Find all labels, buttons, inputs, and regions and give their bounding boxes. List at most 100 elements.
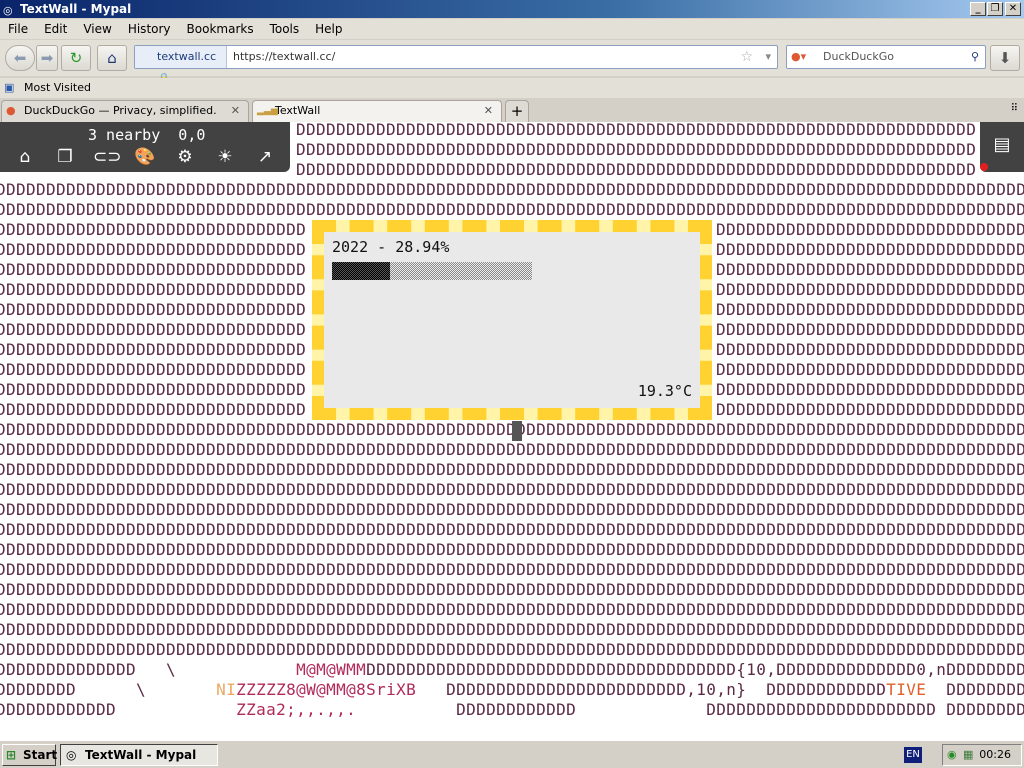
gear-icon[interactable]: ⚙ <box>177 147 193 167</box>
close-tab-icon[interactable]: ✕ <box>230 104 240 117</box>
text-wall-row: DDDDDDDDDDDDDDDDDDDDDDDDDDDDDDD <box>716 240 1024 259</box>
text-wall-row: DDDDDDDDDDDDDDDDDDDDDDDDDDDDDDDDDDDDDDDD… <box>0 620 1024 639</box>
minimize-button[interactable]: _ <box>970 2 986 16</box>
text-wall-row: DDDDDDDDDDDDDDDDDDDDDDDDDDDDDDDDDDDDDDDD… <box>0 640 1024 659</box>
text-wall-row: DDDDDDDDDDDDDDDDDDDDDDDDDDDDDDDDDDDDDDDD… <box>0 560 1024 579</box>
text-wall-row: DDDDDDDDDDDDDDDDDDDDDDDDDDDDDDD <box>0 400 307 419</box>
tray-app-icon[interactable]: ▦ <box>963 748 974 761</box>
tab-label: TextWall <box>275 104 321 117</box>
text-wall-row: DDDDDDDDDDDDDDDDDDDDDDDDDDDDDDD <box>0 380 307 399</box>
system-tray: ◉ ▦ 00:26 <box>942 744 1022 766</box>
chat-button[interactable]: ▤ <box>980 122 1024 172</box>
network-icon[interactable]: ◉ <box>947 748 957 761</box>
popup-body: 2022 - 28.94% 19.3°C <box>324 232 700 408</box>
taskbar-item-textwall[interactable]: ◎ TextWall - Mypal <box>60 744 218 766</box>
text-segment: DDDDDDDDDDDDDDDDDDDDDDDDDDDDDDDDDDDDD{10… <box>366 660 1024 679</box>
tab-label: DuckDuckGo — Privacy, simplified. <box>24 104 217 117</box>
search-input[interactable]: ●▾ DuckDuckGo ⚲ <box>786 45 986 69</box>
most-visited-folder[interactable]: Most Visited <box>24 81 91 94</box>
text-wall-row: DDDDDDDD \ NIZZZZZ8@W@MM@8SriXB DDDDDDDD… <box>0 680 1024 700</box>
bookmark-star-icon[interactable]: ☆ <box>740 49 753 65</box>
close-button[interactable]: ✕ <box>1005 2 1021 16</box>
text-wall-row: DDDDDDDDDDDDDDDDDDDDDDDDDDDDDDD <box>716 320 1024 339</box>
tab-list-icon[interactable]: ⠿ <box>1010 103 1018 114</box>
taskbar: ⊞ Start ◎ TextWall - Mypal EN ◉ ▦ 00:26 <box>0 740 1024 768</box>
text-wall-row: DDDDDDDDDDDDDDDDDDDDDDDDDDDDDDDDDDDDDDDD… <box>0 200 1024 219</box>
navigation-toolbar: ⬅ ➡ ↻ ⌂ textwall.cc 🔒 https://textwall.c… <box>0 40 1024 85</box>
info-popup: 2022 - 28.94% 19.3°C <box>312 220 712 420</box>
start-button[interactable]: ⊞ Start <box>2 744 58 766</box>
language-indicator[interactable]: EN <box>904 747 922 763</box>
window-titlebar: ◎ TextWall - Mypal _ ❐ ✕ <box>0 0 1024 18</box>
site-identity[interactable]: textwall.cc 🔒 <box>135 46 227 85</box>
menu-history[interactable]: History <box>127 22 171 36</box>
url-bar[interactable]: textwall.cc 🔒 https://textwall.cc/ ☆ ▾ <box>134 45 778 85</box>
text-wall-row: DDDDDDDDDDDDDDDDDDDDDDDDDDDDDDD <box>716 360 1024 379</box>
tab-textwall[interactable]: ▂▃▅ TextWall ✕ <box>252 100 502 122</box>
text-wall-row: DDDDDDDDDDDDDDDDDDDDDDDDDDDDDDD <box>716 280 1024 299</box>
text-wall-row: DDDDDDDDDDDDDDDDDDDDDDDDDDDDDDDDDDDDDDDD… <box>0 180 1024 199</box>
close-tab-icon[interactable]: ✕ <box>483 104 493 117</box>
arrow-up-right-icon[interactable]: ↗ <box>257 147 273 167</box>
maximize-button[interactable]: ❐ <box>987 2 1003 16</box>
text-segment: ZZZZZ8@W@MM@8SriXB <box>236 680 417 699</box>
brightness-icon[interactable]: ☀ <box>217 147 233 167</box>
chat-icon: ▤ <box>993 134 1011 155</box>
text-wall-row: DDDDDDDDDDDDDDDDDDDDDDDDDDDDDDD <box>0 340 307 359</box>
back-button[interactable]: ⬅ <box>5 45 35 71</box>
link-icon[interactable]: ⊂⊃ <box>93 147 122 167</box>
text-segment: DDDDDDDD <box>926 680 1024 699</box>
year-progress-fill <box>332 262 390 280</box>
url-text: https://textwall.cc/ <box>233 50 336 63</box>
text-segment: DDDDDDDDDDDDDDDDDDDDDDDD,10,n} DDDDDDDDD… <box>416 680 887 699</box>
text-wall-canvas[interactable]: DDDDDDDDDDDDDDDDDDDDDDDDDDDDDDDDDDDDDDDD… <box>0 122 1024 740</box>
menu-tools[interactable]: Tools <box>269 22 300 36</box>
new-tab-button[interactable]: + <box>505 100 529 122</box>
site-identity-label: textwall.cc <box>157 50 217 63</box>
tab-duckduckgo[interactable]: ● DuckDuckGo — Privacy, simplified. ✕ <box>1 100 249 122</box>
text-wall-row: DDDDDDDDDDDDDDDDDDDDDDDDDDDDDDDDDDDDDDDD… <box>296 122 976 139</box>
copy-icon[interactable]: ❐ <box>57 147 73 167</box>
text-wall-row: DDDDDDDDDDDDDDDDDDDDDDDDDDDDDDDDDDDDDDDD… <box>0 440 1024 459</box>
menu-file[interactable]: File <box>8 22 29 36</box>
text-segment: NI <box>216 680 237 699</box>
window-title: TextWall - Mypal <box>20 2 132 16</box>
search-placeholder: DuckDuckGo <box>823 50 894 63</box>
text-wall-row: DDDDDDDDDDDDDDDDDDDDDDDDDDDDDDD <box>716 300 1024 319</box>
text-wall-row: DDDDDDDDDDDDDDDDDDDDDDDDDDDDDDD <box>716 400 1024 419</box>
menu-view[interactable]: View <box>83 22 112 36</box>
menu-edit[interactable]: Edit <box>44 22 68 36</box>
text-wall-row: DDDDDDDDDDDDDDDDDDDDDDDDDDDDDDD <box>716 220 1024 239</box>
home-icon[interactable]: ⌂ <box>19 147 31 167</box>
mypal-logo-icon: ◎ <box>3 4 13 17</box>
duckduckgo-favicon-icon: ● <box>6 104 16 117</box>
duckduckgo-icon: ●▾ <box>791 50 807 63</box>
text-segment: DDDDDDDDDDDD <box>0 700 237 719</box>
menu-help[interactable]: Help <box>315 22 343 36</box>
text-wall-row: DDDDDDDDDDDDDDDDDDDDDDDDDDDDDDD <box>0 260 307 279</box>
text-wall-row: DDDDDDDDDDDDDD \ M@M@WMMDDDDDDDDDDDDDDDD… <box>0 660 1024 680</box>
start-label: Start <box>23 748 58 762</box>
reload-button[interactable]: ↻ <box>61 45 91 71</box>
nearby-status: 3 nearby 0,0 <box>88 126 206 144</box>
home-button[interactable]: ⌂ <box>97 45 127 71</box>
text-wall-row: DDDDDDDDDDDDDDDDDDDDDDDDDDDDDDDDDDDDDDDD… <box>0 540 1024 559</box>
text-segment: TIVE <box>886 680 927 699</box>
text-wall-row: DDDDDDDDDDDDDDDDDDDDDDDDDDDDDDD <box>716 340 1024 359</box>
menu-bookmarks[interactable]: Bookmarks <box>186 22 254 36</box>
temperature-label: 19.3°C <box>637 382 692 400</box>
text-segment: M@M@WMM <box>296 660 367 679</box>
text-wall-row: DDDDDDDDDDDDDDDDDDDDDDDDDDDDDDD <box>716 260 1024 279</box>
url-dropdown-icon[interactable]: ▾ <box>765 50 771 63</box>
text-wall-row: DDDDDDDDDDDDDDDDDDDDDDDDDDDDDDDDDDDDDDDD… <box>0 500 1024 519</box>
clock: 00:26 <box>979 748 1011 761</box>
downloads-button[interactable]: ⬇ <box>990 45 1020 71</box>
windows-logo-icon: ⊞ <box>6 748 17 762</box>
text-segment: DDDDDDDD \ <box>0 680 217 699</box>
text-wall-row: DDDDDDDDDDDDDDDDDDDDDDDDDDDDDDD <box>0 240 307 259</box>
popup-border <box>312 220 712 420</box>
palette-icon[interactable]: 🎨 <box>134 147 156 167</box>
textwall-favicon-icon: ▂▃▅ <box>257 106 278 116</box>
forward-button[interactable]: ➡ <box>36 45 58 71</box>
search-icon[interactable]: ⚲ <box>970 50 979 63</box>
